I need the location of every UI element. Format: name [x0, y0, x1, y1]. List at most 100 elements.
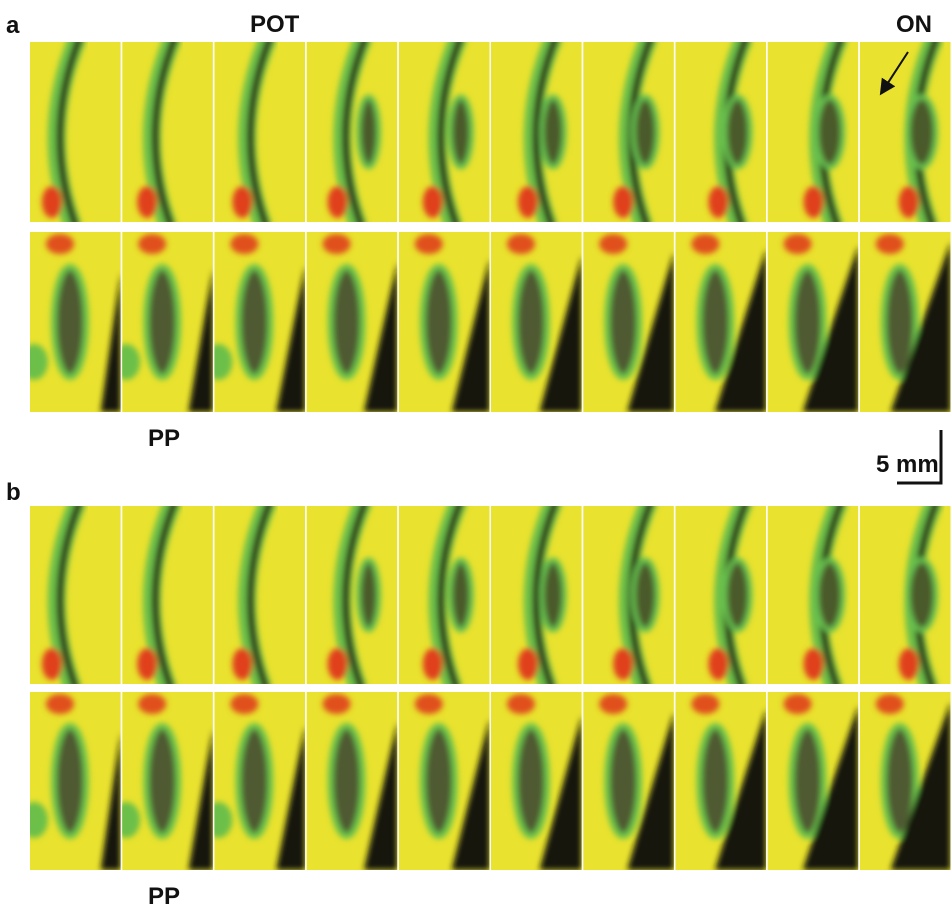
inner-structure: [633, 560, 657, 630]
red-blob: [415, 234, 443, 254]
annotation: POT: [250, 11, 300, 38]
inner-structure: [792, 267, 824, 377]
image-tile: [491, 692, 582, 870]
red-blob: [232, 648, 252, 680]
red-blob: [691, 694, 719, 714]
inner-structure: [450, 560, 471, 630]
red-blob: [507, 234, 535, 254]
image-tile: [399, 692, 490, 870]
image-tile: [768, 692, 859, 870]
image-tile: [860, 37, 951, 227]
red-blob: [599, 234, 627, 254]
image-tile: [307, 232, 398, 412]
image-tile: [768, 37, 859, 227]
red-blob: [230, 694, 258, 714]
image-tile: [122, 501, 213, 689]
image-tile: [491, 37, 582, 227]
image-tile: [204, 692, 305, 870]
image-tile: [768, 501, 859, 689]
red-blob: [138, 234, 166, 254]
page: {"panel_a": {"label": "a", "top_label": …: [0, 0, 952, 908]
red-blob: [518, 648, 538, 680]
image-tile: [675, 37, 766, 227]
image-tile: [583, 37, 674, 227]
panel-label: b: [6, 479, 21, 506]
red-blob: [784, 234, 812, 254]
image-tile: [399, 501, 490, 689]
inner-structure: [331, 267, 363, 377]
red-blob: [708, 186, 728, 218]
inner-structure: [423, 267, 455, 377]
image-tiles: [20, 37, 951, 870]
image-tile: [491, 501, 582, 689]
inner-structure: [607, 267, 639, 377]
red-blob: [323, 234, 351, 254]
red-blob: [328, 648, 348, 680]
red-blob: [42, 186, 62, 218]
red-blob: [138, 694, 166, 714]
red-blob: [137, 186, 157, 218]
red-blob: [507, 694, 535, 714]
image-tile: [204, 232, 305, 412]
inner-structure: [146, 267, 178, 377]
red-blob: [784, 694, 812, 714]
annotation: PP: [148, 883, 180, 908]
red-blob: [876, 234, 904, 254]
inner-structure: [908, 560, 936, 630]
inner-structure: [450, 97, 471, 167]
image-tile: [860, 232, 951, 412]
red-blob: [230, 234, 258, 254]
image-tile: [30, 37, 121, 227]
red-blob: [323, 694, 351, 714]
red-blob: [232, 186, 252, 218]
red-blob: [691, 234, 719, 254]
inner-structure: [359, 560, 379, 630]
image-tile: [675, 692, 766, 870]
inner-structure: [699, 726, 731, 836]
panel-label: a: [6, 12, 20, 39]
red-blob: [415, 694, 443, 714]
figure: a POT ON PP 5 mm b PP: [0, 0, 952, 908]
inner-structure: [238, 726, 270, 836]
annotation: PP: [148, 425, 180, 452]
image-tile: [860, 692, 951, 870]
inner-structure: [725, 97, 750, 167]
image-tile: [307, 37, 398, 227]
red-blob: [518, 186, 538, 218]
image-tile: [491, 232, 582, 412]
inner-structure: [816, 97, 843, 167]
image-tile: [583, 692, 674, 870]
inner-structure: [542, 97, 565, 167]
image-tile: [307, 692, 398, 870]
red-blob: [804, 186, 824, 218]
red-blob: [137, 648, 157, 680]
inner-structure: [542, 560, 565, 630]
inner-structure: [331, 726, 363, 836]
green-blob: [20, 344, 48, 380]
red-blob: [708, 648, 728, 680]
inner-structure: [633, 97, 657, 167]
image-tile: [122, 37, 213, 227]
image-tile: [214, 37, 305, 227]
inner-structure: [515, 267, 547, 377]
image-tile: [583, 501, 674, 689]
image-tile: [675, 232, 766, 412]
image-tile: [112, 692, 213, 870]
inner-structure: [146, 726, 178, 836]
red-blob: [804, 648, 824, 680]
inner-structure: [515, 726, 547, 836]
red-blob: [46, 694, 74, 714]
red-blob: [599, 694, 627, 714]
image-tile: [112, 232, 213, 412]
image-tile: [20, 232, 121, 412]
red-blob: [899, 648, 919, 680]
image-tile: [768, 232, 859, 412]
inner-structure: [238, 267, 270, 377]
inner-structure: [54, 726, 86, 836]
image-tile: [20, 692, 121, 870]
red-blob: [423, 186, 443, 218]
red-blob: [423, 648, 443, 680]
image-tile: [583, 232, 674, 412]
inner-structure: [792, 726, 824, 836]
image-tile: [860, 501, 951, 689]
